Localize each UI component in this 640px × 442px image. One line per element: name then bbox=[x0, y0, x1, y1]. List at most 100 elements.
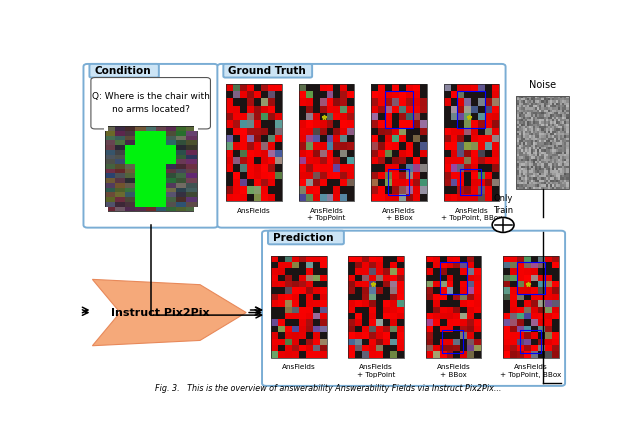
Bar bbox=[546, 124, 548, 126]
Bar bbox=[552, 121, 554, 124]
Bar bbox=[538, 152, 540, 154]
Bar bbox=[546, 187, 548, 189]
Bar bbox=[531, 156, 533, 159]
Bar bbox=[548, 180, 550, 182]
Bar bbox=[525, 152, 527, 154]
Bar bbox=[548, 107, 550, 110]
Bar bbox=[560, 156, 563, 159]
Bar bbox=[550, 182, 552, 184]
Bar bbox=[550, 98, 552, 100]
Bar bbox=[535, 178, 538, 180]
Bar bbox=[538, 268, 545, 274]
Bar bbox=[535, 180, 538, 182]
Bar bbox=[543, 98, 546, 100]
Bar bbox=[552, 287, 559, 294]
Bar bbox=[533, 107, 535, 110]
Bar bbox=[531, 140, 533, 142]
Bar bbox=[319, 287, 326, 294]
Text: AnsFields
+ BBox: AnsFields + BBox bbox=[436, 365, 470, 378]
Bar bbox=[564, 140, 566, 142]
Bar bbox=[527, 184, 529, 187]
Bar bbox=[556, 159, 558, 161]
Bar bbox=[385, 99, 392, 106]
Bar bbox=[525, 156, 527, 159]
Bar bbox=[564, 107, 566, 110]
Bar bbox=[399, 84, 406, 91]
Bar bbox=[558, 168, 560, 171]
Bar bbox=[376, 307, 383, 313]
Bar bbox=[319, 255, 326, 262]
Bar bbox=[376, 351, 383, 358]
Bar bbox=[558, 95, 560, 98]
Bar bbox=[333, 91, 340, 99]
Bar bbox=[543, 140, 546, 142]
Bar bbox=[545, 345, 552, 351]
Bar bbox=[546, 156, 548, 159]
Bar bbox=[527, 119, 529, 121]
Bar bbox=[166, 192, 176, 197]
Bar bbox=[474, 255, 481, 262]
Bar bbox=[521, 173, 523, 175]
Bar bbox=[299, 262, 306, 268]
Bar bbox=[355, 294, 362, 300]
Bar bbox=[560, 145, 563, 147]
Bar bbox=[376, 339, 383, 345]
Bar bbox=[492, 84, 499, 91]
Bar bbox=[227, 99, 233, 106]
Bar bbox=[447, 307, 454, 313]
Bar bbox=[471, 99, 478, 106]
Bar bbox=[541, 154, 543, 156]
Bar bbox=[426, 281, 433, 287]
Bar bbox=[254, 187, 261, 194]
Bar bbox=[541, 161, 543, 164]
Bar bbox=[413, 172, 420, 179]
Bar bbox=[348, 268, 355, 274]
Bar bbox=[105, 141, 115, 145]
Bar bbox=[535, 175, 538, 178]
Bar bbox=[271, 320, 278, 326]
Bar bbox=[543, 149, 546, 152]
Bar bbox=[523, 107, 525, 110]
Bar bbox=[115, 169, 125, 173]
Bar bbox=[552, 140, 554, 142]
Bar bbox=[376, 332, 383, 339]
Bar bbox=[535, 154, 538, 156]
Bar bbox=[355, 262, 362, 268]
Bar bbox=[521, 121, 523, 124]
Bar bbox=[440, 345, 447, 351]
Bar bbox=[348, 172, 355, 179]
Bar bbox=[426, 287, 433, 294]
Bar bbox=[420, 120, 427, 128]
Bar bbox=[556, 173, 558, 175]
Bar bbox=[525, 133, 527, 135]
Bar bbox=[558, 133, 560, 135]
Bar bbox=[383, 255, 390, 262]
Bar bbox=[558, 145, 560, 147]
Bar bbox=[376, 320, 383, 326]
Bar bbox=[560, 161, 563, 164]
Bar bbox=[545, 294, 552, 300]
Bar bbox=[531, 119, 533, 121]
Bar bbox=[550, 147, 552, 149]
Bar bbox=[558, 178, 560, 180]
Bar bbox=[554, 178, 556, 180]
Bar bbox=[566, 147, 568, 149]
Bar bbox=[460, 313, 467, 320]
Bar bbox=[105, 136, 115, 141]
Bar bbox=[538, 255, 545, 262]
Bar bbox=[378, 179, 385, 187]
Bar bbox=[406, 120, 413, 128]
Bar bbox=[546, 100, 548, 103]
Bar bbox=[521, 142, 523, 145]
Bar bbox=[426, 313, 433, 320]
Bar bbox=[533, 112, 535, 114]
Bar bbox=[378, 135, 385, 142]
Bar bbox=[529, 145, 531, 147]
Bar bbox=[541, 138, 543, 140]
Bar bbox=[552, 164, 554, 166]
Bar bbox=[521, 107, 523, 110]
Bar bbox=[176, 131, 186, 136]
Bar bbox=[306, 91, 312, 99]
Bar bbox=[465, 187, 471, 194]
Bar bbox=[543, 133, 546, 135]
